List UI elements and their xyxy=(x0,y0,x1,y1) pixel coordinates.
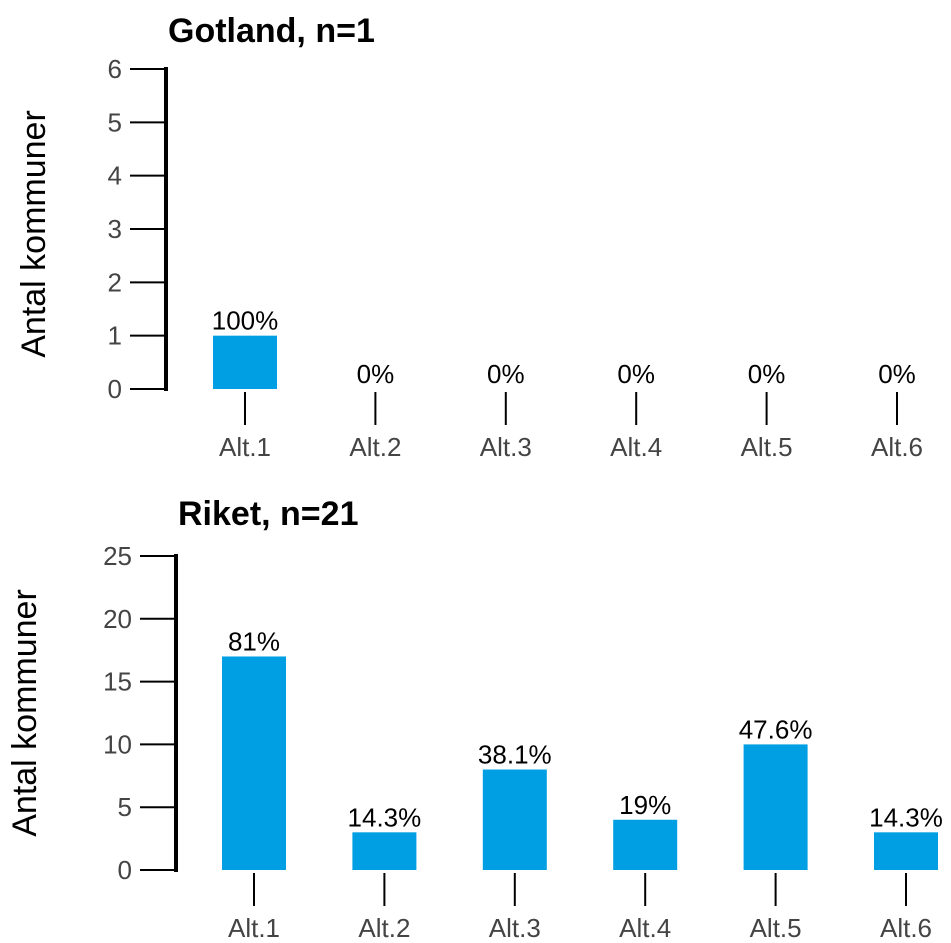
y-tick-label: 1 xyxy=(108,321,122,351)
y-tick-label: 5 xyxy=(108,107,122,137)
y-tick-label: 3 xyxy=(108,214,122,244)
y-tick-label: 10 xyxy=(103,729,132,759)
data-label: 0% xyxy=(487,359,525,389)
bar-alt4 xyxy=(613,819,678,870)
y-tick-label: 20 xyxy=(103,604,132,634)
y-tick-label: 5 xyxy=(118,792,132,822)
x-tick-label: Alt.6 xyxy=(880,913,932,943)
chart-title: Riket, n=21 xyxy=(178,495,358,533)
data-label: 0% xyxy=(357,359,395,389)
bar-alt3 xyxy=(482,769,547,870)
bar-alt2 xyxy=(352,832,417,870)
y-tick-label: 0 xyxy=(108,374,122,404)
data-label: 100% xyxy=(212,306,279,336)
data-label: 14.3% xyxy=(348,802,422,832)
x-tick-label: Alt.2 xyxy=(358,913,410,943)
data-label: 0% xyxy=(748,359,786,389)
data-label: 14.3% xyxy=(869,802,943,832)
x-tick-label: Alt.6 xyxy=(871,432,923,462)
x-tick-label: Alt.2 xyxy=(349,432,401,462)
x-tick-label: Alt.5 xyxy=(750,913,802,943)
x-tick-label: Alt.3 xyxy=(480,432,532,462)
x-tick-label: Alt.4 xyxy=(619,913,671,943)
chart-panel-riket: Riket, n=21 Antal kommuner 0 5 10 15 20 25 81% Al… xyxy=(6,495,943,943)
bar-alt1 xyxy=(213,335,277,389)
x-tick-label: Alt.4 xyxy=(610,432,662,462)
y-axis-label: Antal kommuner xyxy=(15,110,53,358)
y-tick-label: 2 xyxy=(108,267,122,297)
y-tick-label: 6 xyxy=(108,54,122,84)
data-label: 19% xyxy=(619,790,671,820)
data-label: 0% xyxy=(878,359,916,389)
x-tick-label: Alt.1 xyxy=(219,432,271,462)
chart-panel-gotland: Gotland, n=1 Antal kommuner 0 1 2 3 4 5 6 100% Alt… xyxy=(15,12,923,462)
x-tick-label: Alt.1 xyxy=(228,913,280,943)
y-tick-label: 25 xyxy=(103,541,132,571)
y-axis-label: Antal kommuner xyxy=(6,589,44,837)
bar-alt5 xyxy=(743,744,808,870)
y-tick-label: 15 xyxy=(103,667,132,697)
chart-title: Gotland, n=1 xyxy=(168,12,375,50)
y-tick-label: 4 xyxy=(108,161,122,191)
bar-alt1 xyxy=(222,656,286,870)
x-tick-label: Alt.3 xyxy=(489,913,541,943)
x-tick-label: Alt.5 xyxy=(741,432,793,462)
data-label: 47.6% xyxy=(739,714,813,744)
data-label: 38.1% xyxy=(478,740,552,770)
y-tick-label: 0 xyxy=(118,855,132,885)
bar-alt6 xyxy=(874,832,938,870)
data-label: 0% xyxy=(617,359,655,389)
data-label: 81% xyxy=(228,626,280,656)
